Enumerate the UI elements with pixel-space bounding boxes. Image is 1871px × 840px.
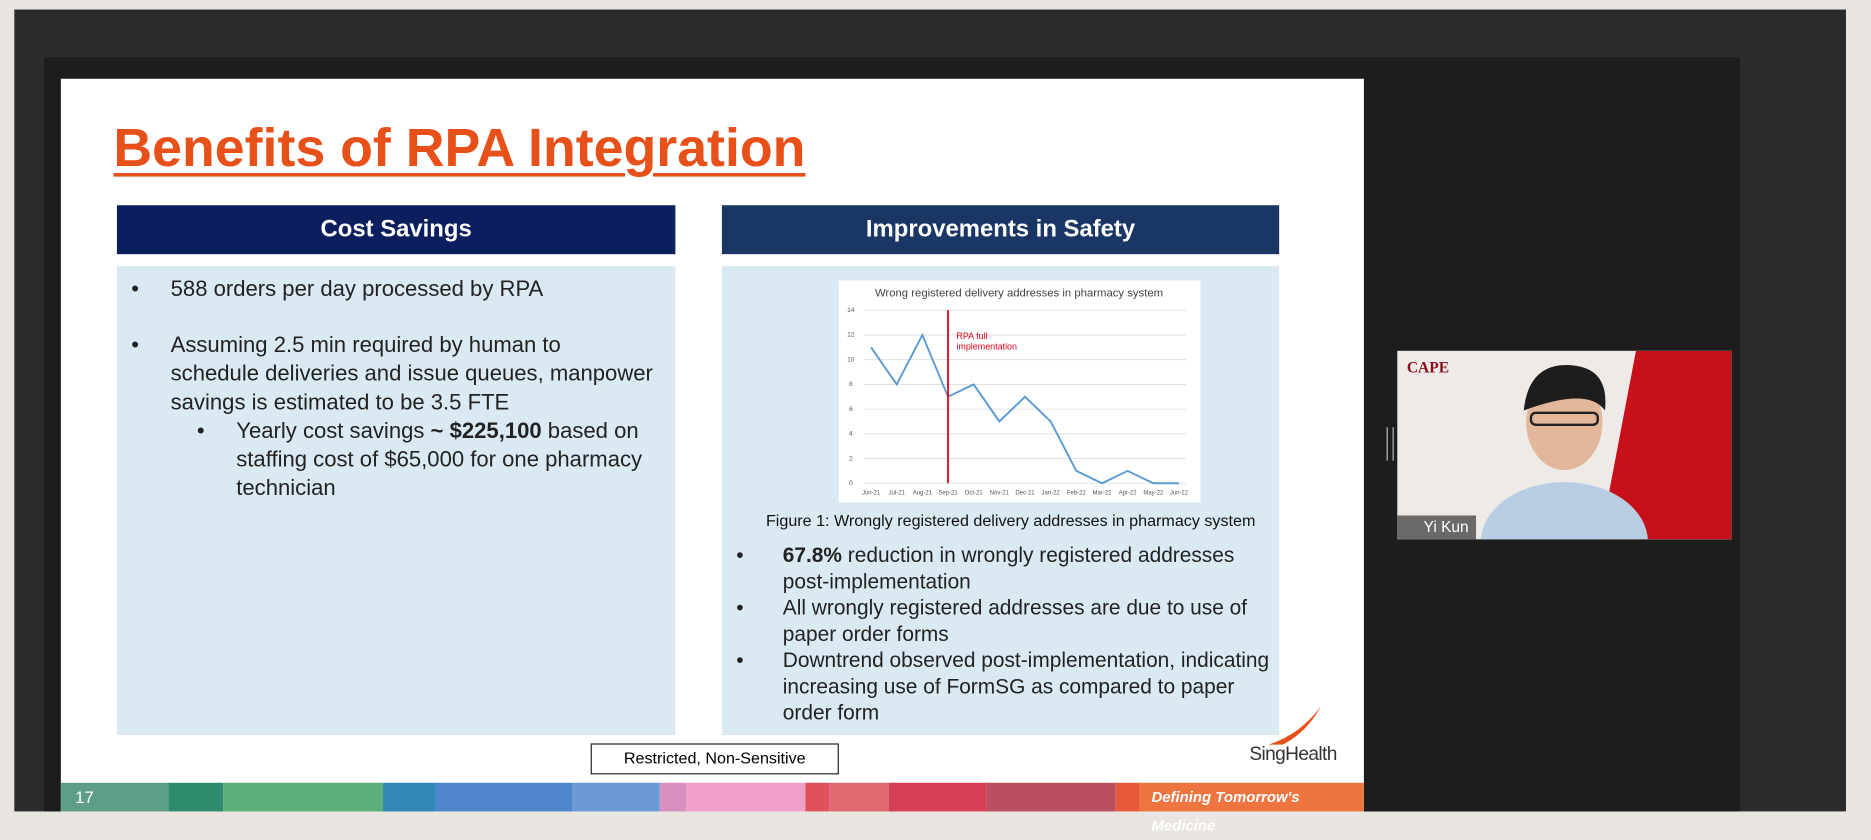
annotation-text: RPA full [956,331,987,341]
bullet-text: reduction in wrongly registered addresse… [783,543,1235,593]
x-tick-label: Apr-22 [1119,490,1138,496]
chart: Wrong registered delivery addresses in p… [839,280,1201,502]
y-tick-label: 4 [849,431,853,438]
y-tick-label: 12 [847,332,855,339]
y-tick-label: 8 [849,381,853,388]
figure-caption: Figure 1: Wrongly registered delivery ad… [722,512,1300,530]
x-tick-label: Sep-21 [938,490,958,496]
x-tick-label: Mar-22 [1093,490,1113,496]
slide-title: Benefits of RPA Integration [113,117,805,179]
slide: Benefits of RPA Integration Cost Savings… [61,79,1364,812]
x-tick-label: Jan-22 [1042,490,1061,496]
y-tick-label: 2 [849,455,853,462]
x-tick-label: Nov-21 [990,490,1010,496]
logo: SingHealth [1249,745,1336,766]
bullet: Downtrend observed post-implementation, … [722,647,1273,726]
bullet-text: 67.8% [783,543,842,567]
left-heading: Cost Savings [117,205,675,254]
bullet: 67.8% reduction in wrongly registered ad… [722,542,1273,595]
annotation-text: implementation [956,342,1017,352]
page: Benefits of RPA Integration Cost Savings… [0,0,1871,811]
x-tick-label: Feb-22 [1067,490,1087,496]
page-number: 17 [75,783,94,812]
bullet-text: All wrongly registered addresses are due… [783,595,1247,645]
logo-swoosh [1266,704,1326,747]
x-tick-label: Jun-22 [1170,490,1189,496]
bullet: Assuming 2.5 min required by human to sc… [117,331,654,417]
y-tick-label: 14 [847,307,855,314]
screen: Benefits of RPA Integration Cost Savings… [0,0,1871,811]
left-bullets: 588 orders per day processed by RPA Assum… [117,274,654,502]
bullet: Yearly cost savings ~ $225,100 based on … [117,416,654,502]
x-tick-label: Jul-21 [889,490,906,496]
x-tick-label: May-22 [1143,490,1164,496]
x-tick-label: Oct-21 [965,490,984,496]
tagline: Defining Tomorrow's Medicine [1151,783,1363,840]
bullet-text: 588 orders per day processed by RPA [171,276,544,301]
x-tick-label: Dec-21 [1015,490,1035,496]
participant-name: Yi Kun [1397,515,1476,539]
bullet-text: ~ $225,100 [431,418,542,443]
y-tick-label: 6 [849,406,853,413]
bullet: 588 orders per day processed by RPA [117,274,654,303]
x-tick-label: Aug-21 [913,490,933,496]
video-tile[interactable]: CAPE Yi Kun [1397,351,1731,540]
x-tick-label: Jun-21 [862,490,881,496]
left-panel: 588 orders per day processed by RPA Assum… [117,266,675,735]
video-frame [1397,351,1731,540]
bullet-text: Downtrend observed post-implementation, … [783,648,1269,724]
right-bullets: 67.8% reduction in wrongly registered ad… [722,542,1273,726]
chart-title: Wrong registered delivery addresses in p… [875,288,1163,300]
classification: Restricted, Non-Sensitive [591,743,839,774]
split-handle[interactable] [1387,427,1394,460]
bullet-text: Assuming 2.5 min required by human to sc… [171,332,653,414]
right-heading: Improvements in Safety [722,205,1279,254]
y-tick-label: 10 [847,356,855,363]
video-logo: CAPE [1407,358,1449,377]
right-panel: Wrong registered delivery addresses in p… [722,266,1279,735]
bullet: All wrongly registered addresses are due… [722,594,1273,647]
y-tick-label: 0 [849,480,853,487]
bullet-text: Yearly cost savings [236,418,430,443]
